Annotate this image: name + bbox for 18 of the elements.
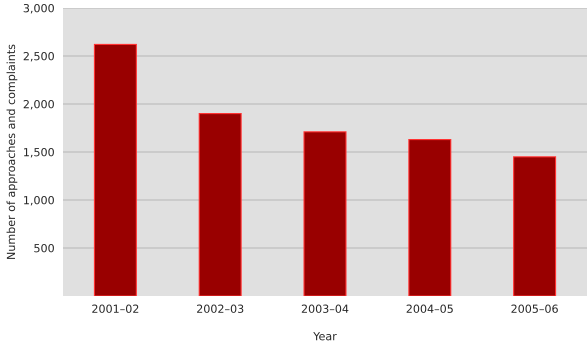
bar (198, 113, 242, 296)
bar (303, 131, 347, 296)
bar (94, 44, 137, 296)
y-tick-label: 1,000 (24, 196, 54, 206)
y-tick-label: 1,500 (24, 148, 54, 158)
x-tick-label: 2004–05 (406, 304, 453, 313)
y-tick-label: 2,000 (24, 100, 54, 110)
y-axis-title: Number of approaches and complaints (6, 44, 18, 259)
x-axis-title: Year (313, 332, 337, 340)
bar (408, 138, 452, 296)
bar (513, 156, 556, 296)
x-tick-label: 2001–02 (92, 304, 138, 313)
y-tick-label: 2,500 (24, 52, 54, 62)
x-tick-label: 2005–06 (511, 304, 558, 313)
x-tick-label: 2003–04 (302, 304, 348, 313)
x-tick-label: 2002–03 (197, 304, 244, 313)
y-tick-label: 3,000 (24, 4, 54, 14)
y-tick-label: 500 (34, 244, 54, 252)
